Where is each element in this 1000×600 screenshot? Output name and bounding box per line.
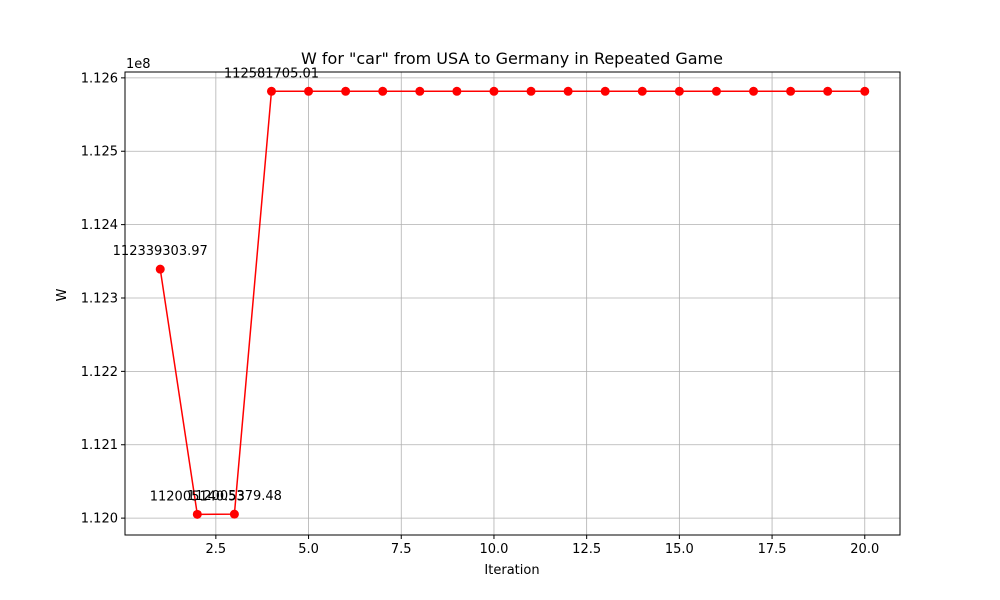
x-tick-label: 12.5 xyxy=(572,542,601,557)
data-point xyxy=(155,264,165,274)
data-point xyxy=(600,86,610,96)
series-line xyxy=(159,90,865,516)
data-point xyxy=(637,86,647,96)
data-label: 112005140.53 xyxy=(150,489,245,504)
data-point xyxy=(415,86,425,96)
data-point xyxy=(860,86,870,96)
data-point xyxy=(749,86,759,96)
y-tick-label: 1.122 xyxy=(81,365,118,380)
data-point xyxy=(341,86,351,96)
y-tick-label: 1.123 xyxy=(81,291,118,306)
data-point xyxy=(452,86,462,96)
x-tick-label: 5.0 xyxy=(298,542,319,557)
x-tick-label: 17.5 xyxy=(758,542,787,557)
x-tick-label: 7.5 xyxy=(391,542,412,557)
y-tick-label: 1.120 xyxy=(81,512,118,527)
x-axis-ticks: 2.5 5.0 7.5 10.0 12.5 15.0 17.5 20.0 xyxy=(206,535,879,557)
data-point xyxy=(266,86,276,96)
data-point xyxy=(563,86,573,96)
x-tick-label: 2.5 xyxy=(206,542,227,557)
data-point xyxy=(229,509,239,519)
data-label: 112581705.01 xyxy=(224,66,319,81)
y-axis-offset: 1e8 xyxy=(126,57,151,72)
data-point xyxy=(378,86,388,96)
plot-frame xyxy=(124,71,901,536)
series-layer xyxy=(155,86,870,519)
data-label: 112005379.48 xyxy=(187,489,282,504)
data-point xyxy=(823,86,833,96)
x-tick-label: 15.0 xyxy=(665,542,694,557)
y-tick-label: 1.124 xyxy=(81,218,118,233)
data-point xyxy=(526,86,536,96)
y-axis-ticks: 1.120 1.121 1.122 1.123 1.124 1.125 1.126 xyxy=(81,71,125,527)
y-tick-label: 1.126 xyxy=(81,71,118,86)
y-tick-label: 1.125 xyxy=(81,145,118,160)
x-tick-label: 10.0 xyxy=(479,542,508,557)
y-axis-label: W xyxy=(55,288,70,301)
data-point xyxy=(489,86,499,96)
y-tick-label: 1.121 xyxy=(81,438,118,453)
x-tick-label: 20.0 xyxy=(850,542,879,557)
x-axis-label: Iteration xyxy=(484,563,539,578)
data-point xyxy=(786,86,796,96)
data-point xyxy=(674,86,684,96)
data-point xyxy=(192,509,202,519)
data-point xyxy=(711,86,721,96)
chart-title: W for "car" from USA to Germany in Repea… xyxy=(301,49,723,68)
data-label: 112339303.97 xyxy=(113,244,208,259)
data-point xyxy=(304,86,314,96)
grid xyxy=(125,72,900,535)
